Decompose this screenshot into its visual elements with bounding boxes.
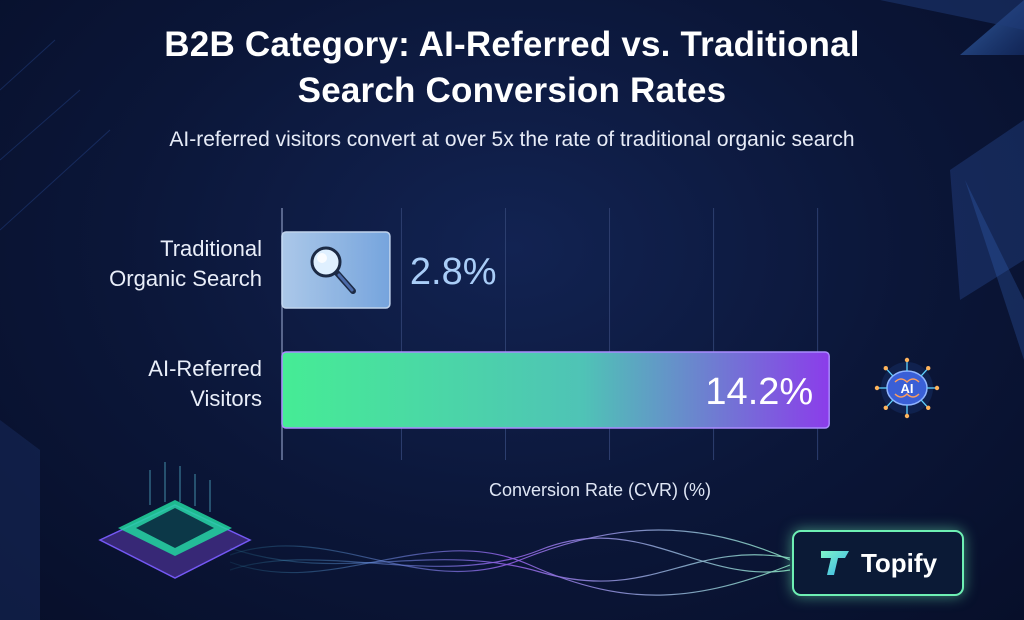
magnifier-icon [310, 246, 356, 294]
category-labels: Traditional Organic Search AI-Referred Visi… [109, 236, 262, 411]
ai-brain-icon: AI [874, 357, 940, 419]
title-line-1: B2B Category: AI-Referred vs. Traditiona… [164, 25, 860, 64]
value-label-ai: 14.2% [705, 371, 813, 413]
category-label-1-line-1: Visitors [190, 386, 262, 411]
ai-icon-text: AI [901, 381, 914, 396]
category-label-1-line-0: AI-Referred [148, 356, 262, 381]
category-label-0-line-1: Organic Search [109, 266, 262, 291]
bar-icons: AI [310, 246, 940, 419]
value-labels: 2.8% 14.2% [410, 251, 813, 413]
brand-name: Topify [860, 547, 938, 578]
chart-subtitle: AI-referred visitors convert at over 5x … [169, 128, 855, 151]
topify-logo-badge: Topify [792, 530, 964, 596]
topify-logo-icon [820, 551, 849, 575]
chart-title: B2B Category: AI-Referred vs. Traditiona… [0, 22, 1024, 114]
value-label-traditional: 2.8% [410, 251, 497, 293]
title-line-2: Search Conversion Rates [297, 71, 727, 110]
category-label-0-line-0: Traditional [160, 236, 262, 261]
bar-ai-referred-visitors [281, 351, 830, 429]
x-axis-title: Conversion Rate (CVR) (%) [489, 480, 711, 500]
